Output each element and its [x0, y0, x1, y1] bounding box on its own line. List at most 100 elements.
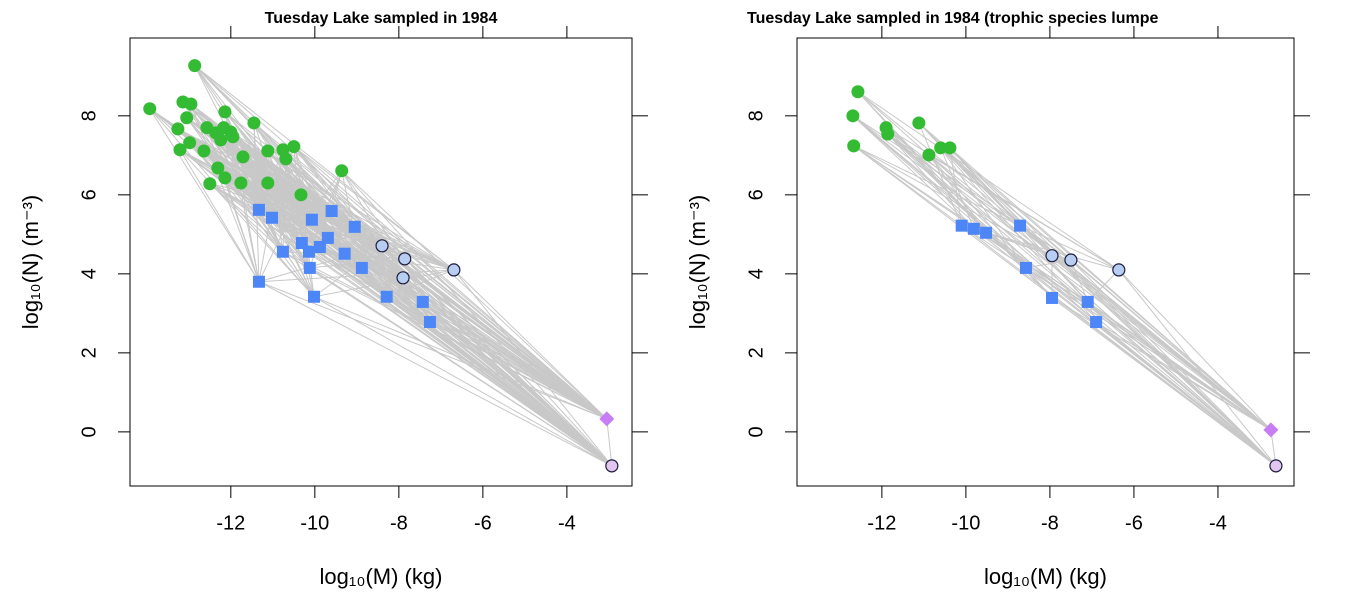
data-point — [1269, 459, 1283, 473]
data-point — [203, 177, 217, 191]
trophic-link — [422, 301, 608, 420]
trophic-link — [308, 170, 343, 252]
trophic-link — [179, 149, 260, 283]
trophic-link — [422, 301, 613, 467]
data-point — [335, 164, 349, 178]
trophic-link — [354, 226, 613, 467]
trophic-link — [852, 115, 1277, 467]
data-point — [325, 205, 338, 218]
trophic-link — [857, 91, 1120, 271]
data-point — [173, 143, 187, 157]
data-point — [287, 140, 301, 154]
data-point — [396, 271, 410, 285]
y-tick-label: 2 — [78, 347, 100, 358]
x-tick-label: -6 — [1125, 512, 1143, 534]
trophic-link — [267, 182, 321, 248]
trophic-link — [301, 242, 608, 420]
x-tick-label: -8 — [390, 512, 408, 534]
plot-frame — [129, 37, 633, 487]
trophic-link — [331, 170, 343, 212]
trophic-link — [404, 258, 608, 420]
data-point — [912, 116, 926, 130]
y-axis-label: log₁₀(N) (m⁻³) — [685, 195, 710, 329]
trophic-link — [258, 281, 607, 420]
trophic-link — [224, 177, 315, 298]
data-point — [1046, 291, 1059, 304]
trophic-link — [918, 122, 963, 226]
trophic-link — [267, 150, 284, 252]
data-point — [1263, 422, 1279, 438]
trophic-link — [985, 232, 1053, 257]
data-point — [261, 176, 275, 190]
trophic-link — [928, 154, 1277, 467]
data-point — [847, 139, 861, 153]
data-point — [307, 290, 320, 303]
trophic-link — [887, 133, 1027, 269]
data-point — [180, 111, 194, 125]
trophic-link — [961, 225, 1277, 467]
trophic-link — [327, 237, 404, 279]
trophic-link — [209, 183, 284, 253]
y-tick-label: 4 — [78, 268, 100, 279]
data-point — [338, 247, 351, 260]
data-point — [980, 226, 993, 239]
data-point — [605, 459, 619, 473]
trophic-link — [949, 147, 1277, 467]
trophic-link — [300, 194, 608, 420]
trophic-link — [1087, 301, 1277, 467]
trophic-link — [606, 418, 613, 466]
trophic-link — [1095, 321, 1277, 467]
trophic-link — [282, 170, 343, 253]
y-tick-label: 0 — [78, 426, 100, 437]
trophic-link — [271, 217, 613, 467]
data-point — [380, 290, 393, 303]
trophic-link — [1025, 267, 1272, 431]
data-point — [1064, 253, 1078, 267]
data-point — [447, 263, 461, 277]
trophic-link — [1070, 259, 1272, 431]
trophic-link — [1019, 225, 1120, 271]
trophic-link — [319, 246, 608, 420]
trophic-link — [404, 258, 613, 467]
data-point — [398, 252, 412, 266]
trophic-link — [293, 146, 608, 420]
y-tick-label: 8 — [745, 110, 767, 121]
data-point — [943, 141, 957, 155]
trophic-link — [1118, 269, 1272, 431]
data-point — [276, 245, 289, 258]
data-point — [303, 261, 316, 274]
data-point — [188, 59, 202, 73]
data-point — [197, 144, 211, 158]
trophic-link — [1051, 255, 1277, 467]
trophic-link — [293, 146, 356, 228]
data-point — [934, 141, 948, 155]
trophic-link — [285, 158, 608, 420]
x-tick-label: -12 — [216, 512, 245, 534]
data-point — [218, 171, 232, 185]
data-point — [321, 231, 334, 244]
trophic-link — [258, 194, 302, 282]
data-point — [279, 152, 293, 166]
trophic-link — [386, 296, 613, 467]
trophic-link — [300, 194, 404, 279]
data-point — [1019, 261, 1032, 274]
y-tick-label: 8 — [78, 110, 100, 121]
data-point — [967, 222, 980, 235]
data-point — [599, 411, 615, 427]
trophic-link — [381, 245, 388, 297]
trophic-link — [386, 269, 455, 298]
data-point — [846, 109, 860, 123]
data-point — [247, 116, 261, 130]
data-point — [1014, 219, 1027, 232]
data-point — [261, 144, 275, 158]
trophic-link — [354, 226, 404, 279]
trophic-link — [940, 147, 975, 230]
data-point — [416, 295, 429, 308]
y-axis-label: log₁₀(N) (m⁻³) — [18, 195, 43, 329]
trophic-link — [293, 146, 383, 247]
data-point — [171, 122, 185, 136]
y-tick-label: 6 — [78, 189, 100, 200]
data-point — [234, 176, 248, 190]
data-point — [375, 239, 389, 253]
